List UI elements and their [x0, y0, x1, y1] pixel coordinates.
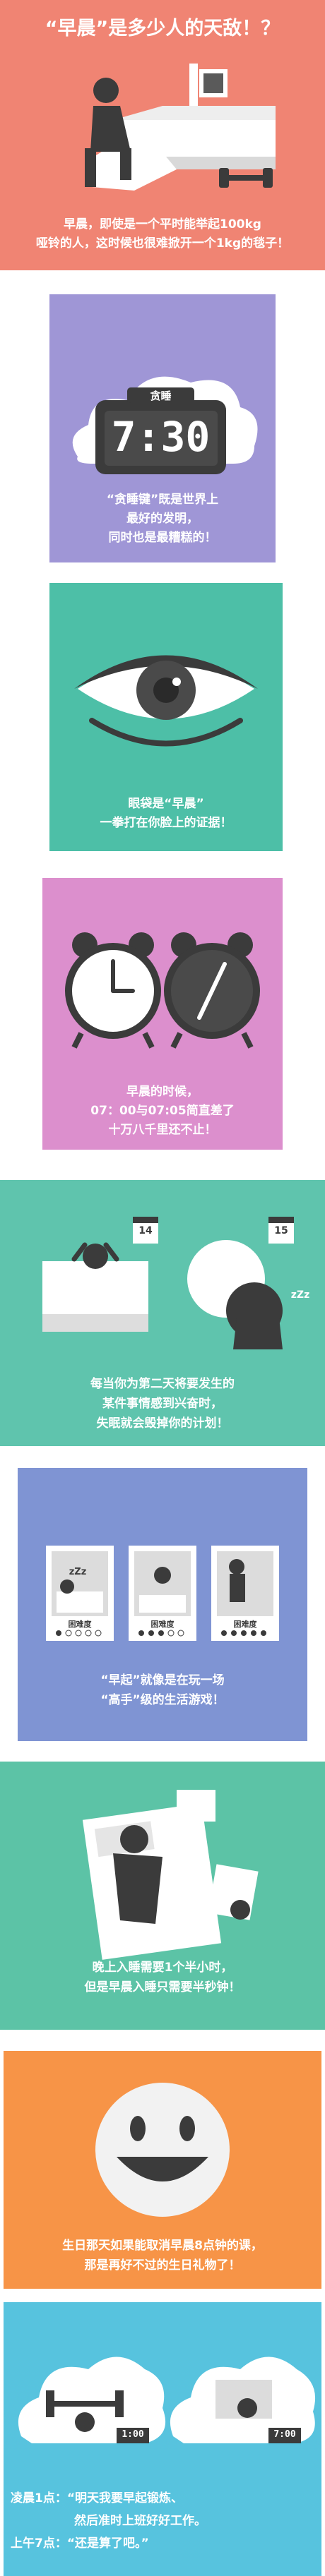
- section-8-line-1: 生日那天如果能取消早晨8点钟的课，: [62, 2239, 263, 2253]
- section-6-line-2: “高手”级的生活游戏！: [100, 1693, 225, 1707]
- section-5-caption: 每当你为第二天将要发生的 某件事情感到兴奋时， 失眠就会毁掉你的计划！: [0, 1374, 325, 1433]
- barbell-icon: [53, 2401, 117, 2407]
- card-1-difficulty-label: 困难度: [68, 1620, 92, 1629]
- section-7-caption: 晚上入睡需要1个半小时， 但是早晨入睡只需要半秒钟！: [0, 1958, 325, 1997]
- person-body: [90, 106, 131, 152]
- smiley-mouth: [117, 2157, 208, 2181]
- bed-illustration: [85, 64, 276, 191]
- section-9-line-2: 然后准时上班好好工作。: [74, 2514, 206, 2528]
- section-five-minutes: 早晨的时候， 07：00与07:05简直差了 十万八千里还不止！: [42, 878, 283, 1150]
- eye-illustration: [74, 655, 258, 747]
- section-birthday: 生日那天如果能取消早晨8点钟的课， 那是再好不过的生日礼物了！: [4, 2051, 321, 2289]
- section-8-caption: 生日那天如果能取消早晨8点钟的课， 那是再好不过的生日礼物了！: [4, 2236, 321, 2275]
- difficulty-card-1: [46, 1546, 114, 1641]
- section-9-caption: 凌晨1点：“明天我要早起锻炼、 然后准时上班好好工作。 上午7点：“还是算了吧。…: [11, 2487, 314, 2555]
- section-4-line-2: 07：00与07:05简直差了: [90, 1104, 235, 1118]
- difficulty-card-2: [129, 1546, 196, 1641]
- eye-pupil: [153, 678, 179, 703]
- dumbbell-icon: [219, 168, 273, 188]
- section-snooze: 贪睡 7:30 “贪睡键”既是世界上 最好的发明， 同时也是最糟糕的！: [49, 294, 276, 562]
- calendar-date-15: 15: [274, 1225, 288, 1236]
- person-head: [93, 78, 119, 103]
- section-morning-enemy: “早晨”是多少人的天敌！？ 早晨，即使是一个平时能举起100kg 哑铃的人，这时…: [0, 0, 325, 270]
- card-2-difficulty-label: 困难度: [150, 1620, 175, 1629]
- section-4-caption: 早晨的时候， 07：00与07:05简直差了 十万八千里还不止！: [42, 1083, 283, 1140]
- section-2-line-1: “贪睡键”既是世界上: [106, 493, 219, 507]
- section-plans: 1:00 7:00 凌晨1点：“明天我要早起锻炼、 然后准时上班好好工作。 上午…: [4, 2302, 321, 2576]
- section-1-line-1: 早晨，即使是一个平时能举起100kg: [64, 217, 261, 231]
- clock-badge-2-time: 7:00: [273, 2429, 296, 2440]
- section-1-line-2: 哑铃的人，这时候也很难掀开一个1kg的毯子！: [35, 236, 290, 251]
- sleeping-person-illustration: [82, 1790, 259, 1960]
- snooze-clock-illustration: [72, 376, 258, 474]
- section-1-caption: 早晨，即使是一个平时能举起100kg 哑铃的人，这时候也很难掀开一个1kg的毯子…: [0, 215, 325, 253]
- clock-badge-1-time: 1:00: [122, 2429, 144, 2440]
- thought-cloud-left: [18, 2357, 166, 2443]
- section-7-line-1: 晚上入睡需要1个半小时，: [92, 1961, 233, 1975]
- rating-stars-2: [138, 1630, 184, 1637]
- section-5-line-1: 每当你为第二天将要发生的: [90, 1377, 235, 1391]
- section-5-line-3: 失眠就会毁掉你的计划！: [96, 1416, 229, 1431]
- eyelid-icon: [74, 655, 258, 689]
- alarm-clocks-illustration: [65, 932, 260, 1049]
- section-5-line-2: 某件事情感到兴奋时，: [102, 1397, 223, 1411]
- difficulty-cards-illustration: [46, 1546, 279, 1641]
- section-7-line-2: 但是早晨入睡只需要半秒钟！: [84, 1980, 241, 1994]
- smiley-left-eye: [130, 2116, 146, 2141]
- snooze-button-label: 贪睡: [150, 390, 172, 402]
- insomnia-illustration: [42, 1217, 294, 1349]
- section-eye-bags: 眼袋是“早晨” 一拳打在你脸上的证据！: [49, 583, 283, 851]
- rating-stars-3: [221, 1630, 266, 1636]
- clock-time-display: 7:30: [111, 413, 211, 461]
- section-8-line-2: 那是再好不过的生日礼物了！: [84, 2258, 241, 2273]
- section-6-line-1: “早起”就像是在玩一场: [100, 1673, 225, 1687]
- section-3-caption: 眼袋是“早晨” 一拳打在你脸上的证据！: [49, 795, 283, 833]
- section-3-line-1: 眼袋是“早晨”: [128, 797, 204, 811]
- section-insomnia: 14 15 zZz 每当你为第二天将要发生的 某件事情感到兴奋时， 失眠就会毁掉…: [0, 1180, 325, 1446]
- sleeper-head: [120, 1825, 148, 1853]
- eye-bag: [89, 718, 243, 747]
- alarm-clock-7-00: [65, 932, 161, 1049]
- sleep-zzz: zZz: [290, 1289, 310, 1301]
- section-4-line-1: 早晨的时候，: [126, 1085, 199, 1099]
- card-1-zzz: zZz: [69, 1567, 87, 1577]
- section-fall-asleep: 晚上入睡需要1个半小时， 但是早晨入睡只需要半秒钟！: [0, 1762, 325, 2030]
- section-9-line-1: 凌晨1点：“明天我要早起锻炼、: [11, 2491, 184, 2505]
- card-3-difficulty-label: 困难度: [233, 1620, 257, 1629]
- smiley-illustration: [95, 2083, 230, 2217]
- plans-illustration: [18, 2357, 316, 2443]
- section-2-caption: “贪睡键”既是世界上 最好的发明， 同时也是最糟糕的！: [49, 490, 276, 548]
- section-3-line-2: 一拳打在你脸上的证据！: [100, 816, 232, 830]
- clock-badge-2: [268, 2428, 301, 2443]
- section-2-line-3: 同时也是最糟糕的！: [108, 531, 217, 545]
- smiley-face-icon: [95, 2083, 230, 2217]
- rating-stars-1: [56, 1630, 102, 1637]
- section-6-caption: “早起”就像是在玩一场 “高手”级的生活游戏！: [18, 1671, 307, 1710]
- section-9-line-3: 上午7点：“还是算了吧。”: [11, 2536, 149, 2551]
- section-4-line-3: 十万八千里还不止！: [108, 1123, 217, 1137]
- alarm-clock-7-05: [164, 932, 260, 1049]
- section-hard-mode: zZz 困难度 困难度 困难度 “早起”就像是在玩一场 “高手”级的生活游戏！: [18, 1468, 307, 1741]
- smiley-right-eye: [179, 2116, 195, 2141]
- calendar-date-14: 14: [138, 1225, 153, 1236]
- awake-person-head: [83, 1244, 108, 1269]
- difficulty-card-3: [211, 1546, 279, 1641]
- section-1-title: “早晨”是多少人的天敌！？: [45, 18, 280, 40]
- clock-badge-1: [117, 2428, 149, 2443]
- section-2-line-2: 最好的发明，: [126, 512, 199, 526]
